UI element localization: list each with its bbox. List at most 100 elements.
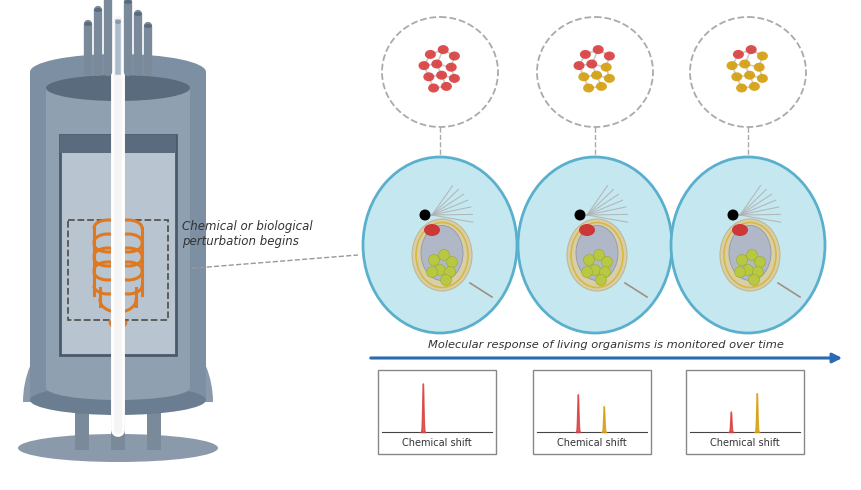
- Ellipse shape: [30, 385, 206, 415]
- Ellipse shape: [84, 22, 92, 26]
- Ellipse shape: [362, 157, 517, 333]
- Circle shape: [419, 210, 430, 220]
- Circle shape: [446, 256, 457, 268]
- Ellipse shape: [428, 83, 438, 93]
- Circle shape: [583, 254, 594, 266]
- Ellipse shape: [115, 20, 121, 24]
- Ellipse shape: [728, 225, 770, 280]
- Circle shape: [741, 265, 753, 275]
- Circle shape: [444, 267, 455, 277]
- Ellipse shape: [575, 225, 617, 280]
- Bar: [30, 72, 206, 400]
- Ellipse shape: [567, 219, 626, 291]
- Circle shape: [428, 254, 439, 266]
- Ellipse shape: [536, 17, 653, 127]
- Circle shape: [426, 267, 437, 277]
- Ellipse shape: [591, 71, 601, 80]
- Text: Molecular response of living organisms is monitored over time: Molecular response of living organisms i…: [428, 340, 783, 350]
- Ellipse shape: [144, 24, 152, 28]
- Bar: [685, 370, 803, 454]
- Ellipse shape: [46, 376, 189, 400]
- Ellipse shape: [440, 82, 451, 91]
- Text: Chemical shift: Chemical shift: [709, 438, 779, 448]
- Ellipse shape: [579, 224, 594, 236]
- Bar: [75, 400, 89, 450]
- Ellipse shape: [726, 61, 737, 70]
- Ellipse shape: [424, 50, 436, 59]
- Circle shape: [573, 210, 585, 220]
- Ellipse shape: [582, 83, 593, 93]
- Ellipse shape: [124, 0, 132, 4]
- Ellipse shape: [445, 63, 456, 72]
- Ellipse shape: [578, 73, 589, 81]
- Ellipse shape: [739, 59, 749, 69]
- Circle shape: [727, 210, 738, 220]
- Circle shape: [581, 267, 592, 277]
- Ellipse shape: [753, 63, 764, 72]
- Ellipse shape: [30, 54, 206, 90]
- Bar: [68, 220, 168, 320]
- Circle shape: [589, 265, 600, 275]
- Ellipse shape: [670, 157, 824, 333]
- Ellipse shape: [517, 157, 672, 333]
- Ellipse shape: [412, 219, 472, 291]
- Circle shape: [438, 249, 449, 261]
- Bar: [60, 135, 176, 355]
- Ellipse shape: [719, 219, 779, 291]
- Ellipse shape: [592, 45, 603, 54]
- Ellipse shape: [585, 59, 597, 69]
- Ellipse shape: [381, 17, 498, 127]
- Ellipse shape: [730, 73, 741, 81]
- Bar: [532, 370, 650, 454]
- Ellipse shape: [731, 224, 747, 236]
- Circle shape: [595, 274, 606, 286]
- Bar: [60, 135, 176, 153]
- Bar: [147, 400, 161, 450]
- Ellipse shape: [756, 74, 767, 83]
- Ellipse shape: [449, 74, 460, 83]
- Circle shape: [734, 267, 745, 277]
- Ellipse shape: [449, 51, 460, 60]
- Ellipse shape: [46, 75, 189, 101]
- Ellipse shape: [420, 225, 462, 280]
- Wedge shape: [23, 307, 213, 402]
- Ellipse shape: [94, 8, 102, 12]
- Ellipse shape: [18, 434, 218, 462]
- Ellipse shape: [579, 50, 590, 59]
- Ellipse shape: [418, 61, 429, 70]
- Ellipse shape: [756, 51, 767, 60]
- Ellipse shape: [424, 224, 439, 236]
- Ellipse shape: [604, 51, 614, 60]
- Ellipse shape: [743, 71, 754, 80]
- Circle shape: [752, 267, 763, 277]
- Ellipse shape: [133, 12, 142, 16]
- Circle shape: [735, 254, 746, 266]
- Circle shape: [598, 267, 610, 277]
- Ellipse shape: [745, 45, 756, 54]
- Bar: [46, 88, 189, 388]
- Ellipse shape: [604, 74, 614, 83]
- Ellipse shape: [748, 82, 759, 91]
- Circle shape: [434, 265, 445, 275]
- Circle shape: [753, 256, 765, 268]
- Ellipse shape: [595, 82, 606, 91]
- Text: Chemical shift: Chemical shift: [556, 438, 626, 448]
- Ellipse shape: [600, 63, 611, 72]
- Ellipse shape: [732, 50, 743, 59]
- Bar: [378, 370, 495, 454]
- Circle shape: [440, 274, 451, 286]
- Ellipse shape: [573, 61, 584, 70]
- Ellipse shape: [735, 83, 746, 93]
- Circle shape: [747, 274, 759, 286]
- Ellipse shape: [436, 71, 447, 80]
- Ellipse shape: [423, 73, 434, 81]
- Text: Chemical shift: Chemical shift: [402, 438, 471, 448]
- Circle shape: [593, 249, 604, 261]
- Circle shape: [746, 249, 757, 261]
- Bar: [111, 400, 125, 450]
- Text: Chemical or biological
perturbation begins: Chemical or biological perturbation begi…: [182, 220, 313, 248]
- Circle shape: [601, 256, 612, 268]
- Ellipse shape: [430, 59, 442, 69]
- Ellipse shape: [437, 45, 449, 54]
- Ellipse shape: [689, 17, 805, 127]
